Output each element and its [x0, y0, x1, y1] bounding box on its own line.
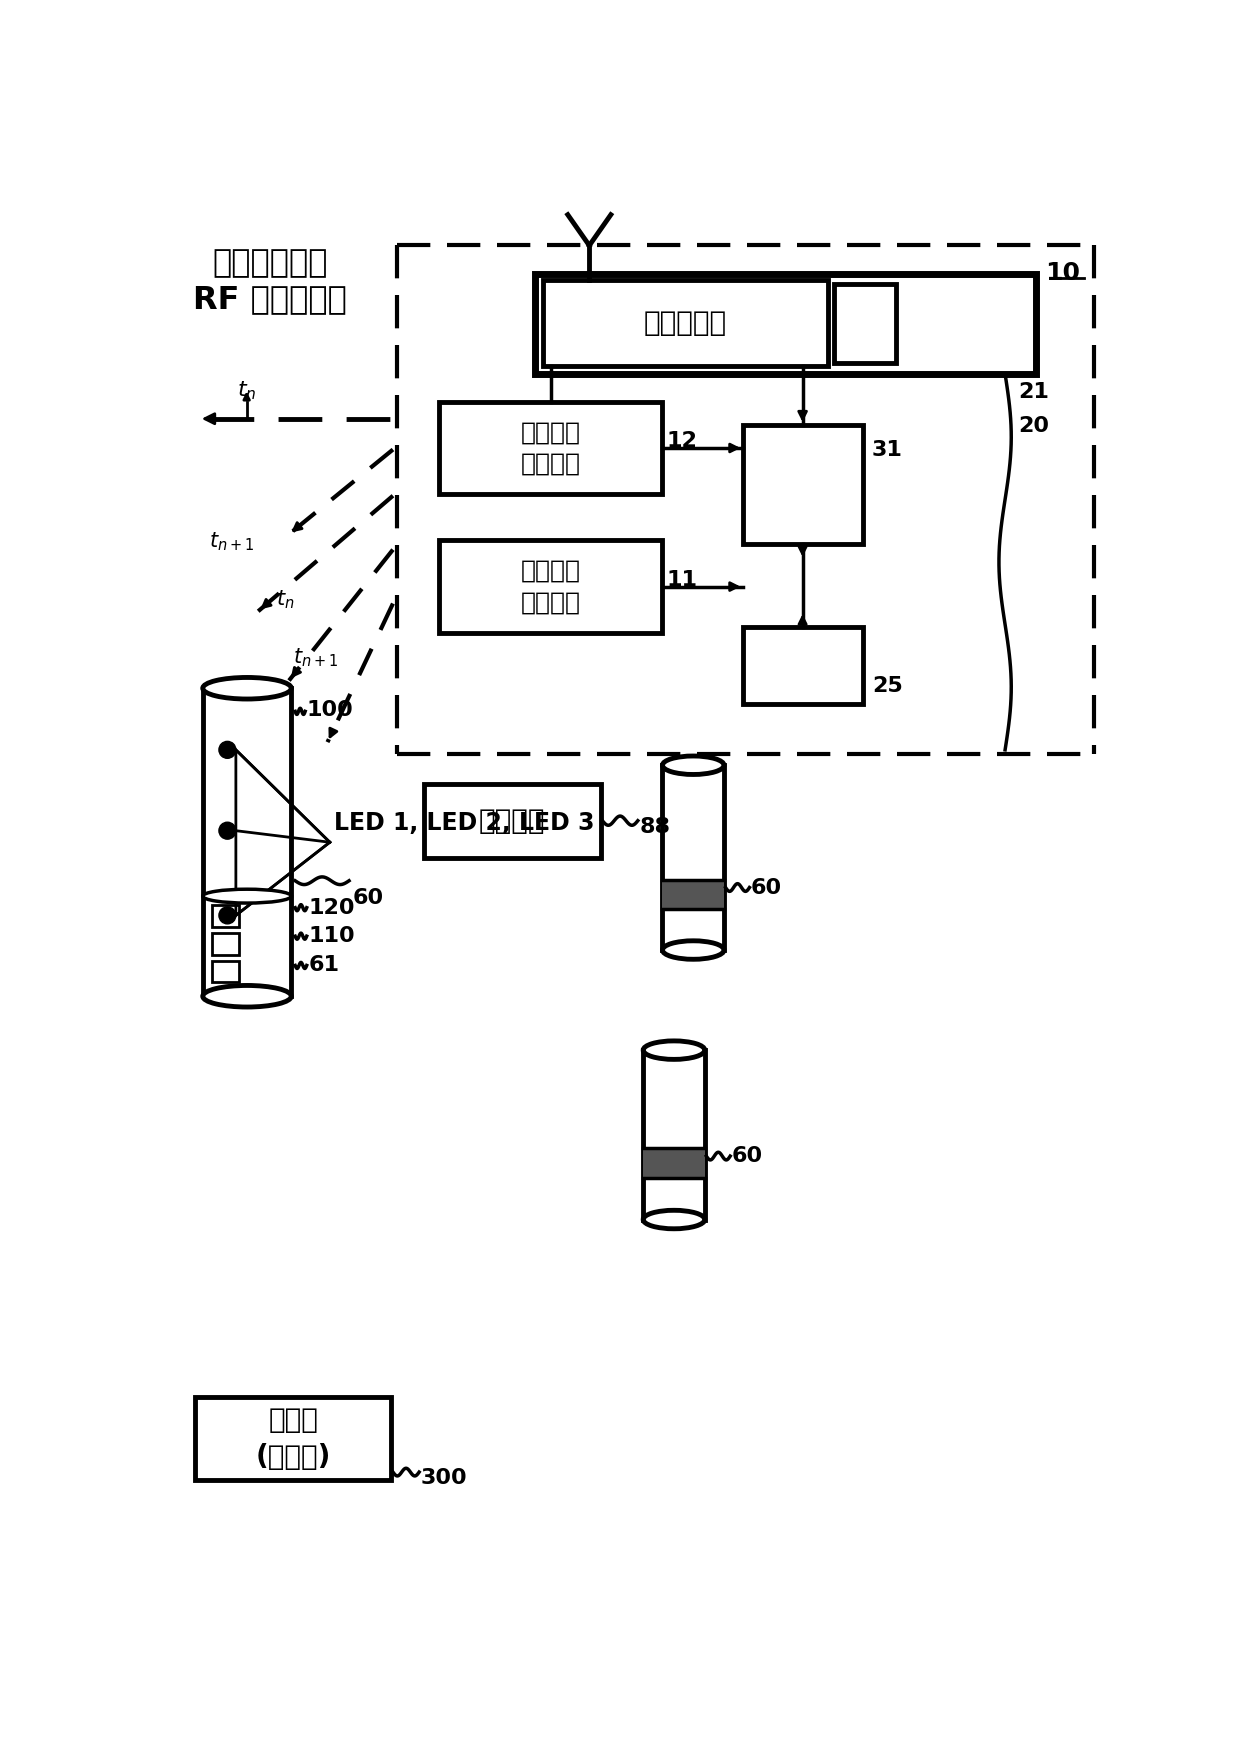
Bar — [212, 933, 239, 954]
Bar — [195, 1397, 392, 1479]
Bar — [743, 425, 863, 545]
Text: 60: 60 — [732, 1146, 763, 1167]
Text: 第一数据
采集接口: 第一数据 采集接口 — [521, 559, 580, 615]
Ellipse shape — [662, 756, 724, 775]
Text: $t_{n+1}$: $t_{n+1}$ — [208, 531, 254, 553]
Circle shape — [219, 907, 236, 924]
Ellipse shape — [662, 940, 724, 959]
Ellipse shape — [203, 986, 291, 1007]
Text: 88: 88 — [640, 817, 671, 836]
Text: 110: 110 — [309, 926, 355, 947]
Text: 61: 61 — [309, 956, 340, 975]
Text: 12: 12 — [666, 430, 697, 452]
Text: 25: 25 — [872, 676, 903, 696]
Bar — [212, 961, 239, 982]
Text: 10: 10 — [1045, 260, 1080, 285]
Ellipse shape — [203, 678, 291, 699]
Bar — [662, 766, 724, 951]
Bar — [743, 627, 863, 703]
Bar — [439, 402, 662, 494]
Text: 无线传输器: 无线传输器 — [644, 309, 727, 337]
Text: $t_{n+1}$: $t_{n+1}$ — [294, 647, 339, 669]
Bar — [644, 1149, 704, 1177]
Text: 31: 31 — [872, 441, 903, 460]
Text: 20: 20 — [1018, 416, 1049, 436]
Circle shape — [219, 741, 236, 759]
Ellipse shape — [644, 1040, 704, 1059]
Ellipse shape — [644, 1211, 704, 1228]
Text: 颜色控制信号: 颜色控制信号 — [212, 248, 327, 279]
Bar — [644, 1051, 704, 1219]
Bar — [212, 905, 239, 928]
Bar — [439, 541, 662, 633]
Circle shape — [219, 822, 236, 840]
Bar — [203, 689, 291, 996]
Text: $t_n$: $t_n$ — [277, 589, 294, 611]
Text: 300: 300 — [420, 1469, 467, 1488]
Text: RF 数据脉冲串: RF 数据脉冲串 — [192, 285, 347, 315]
Ellipse shape — [203, 889, 291, 903]
Text: 中继器
(可选的): 中继器 (可选的) — [255, 1406, 331, 1471]
Text: 60: 60 — [353, 889, 384, 908]
Text: 120: 120 — [309, 898, 355, 917]
Text: 60: 60 — [751, 877, 782, 898]
Text: 11: 11 — [666, 569, 697, 590]
Text: 100: 100 — [306, 699, 353, 720]
Bar — [543, 279, 828, 367]
Text: 活动票券: 活动票券 — [479, 806, 546, 835]
Text: LED 1, LED 2, LED 3: LED 1, LED 2, LED 3 — [334, 810, 594, 835]
Bar — [662, 880, 724, 908]
Bar — [536, 274, 1035, 374]
Text: 21: 21 — [1018, 381, 1049, 402]
Bar — [835, 285, 895, 362]
Text: $t_n$: $t_n$ — [237, 380, 257, 402]
Bar — [424, 784, 601, 857]
Text: 第二数据
采集接口: 第二数据 采集接口 — [521, 420, 580, 476]
